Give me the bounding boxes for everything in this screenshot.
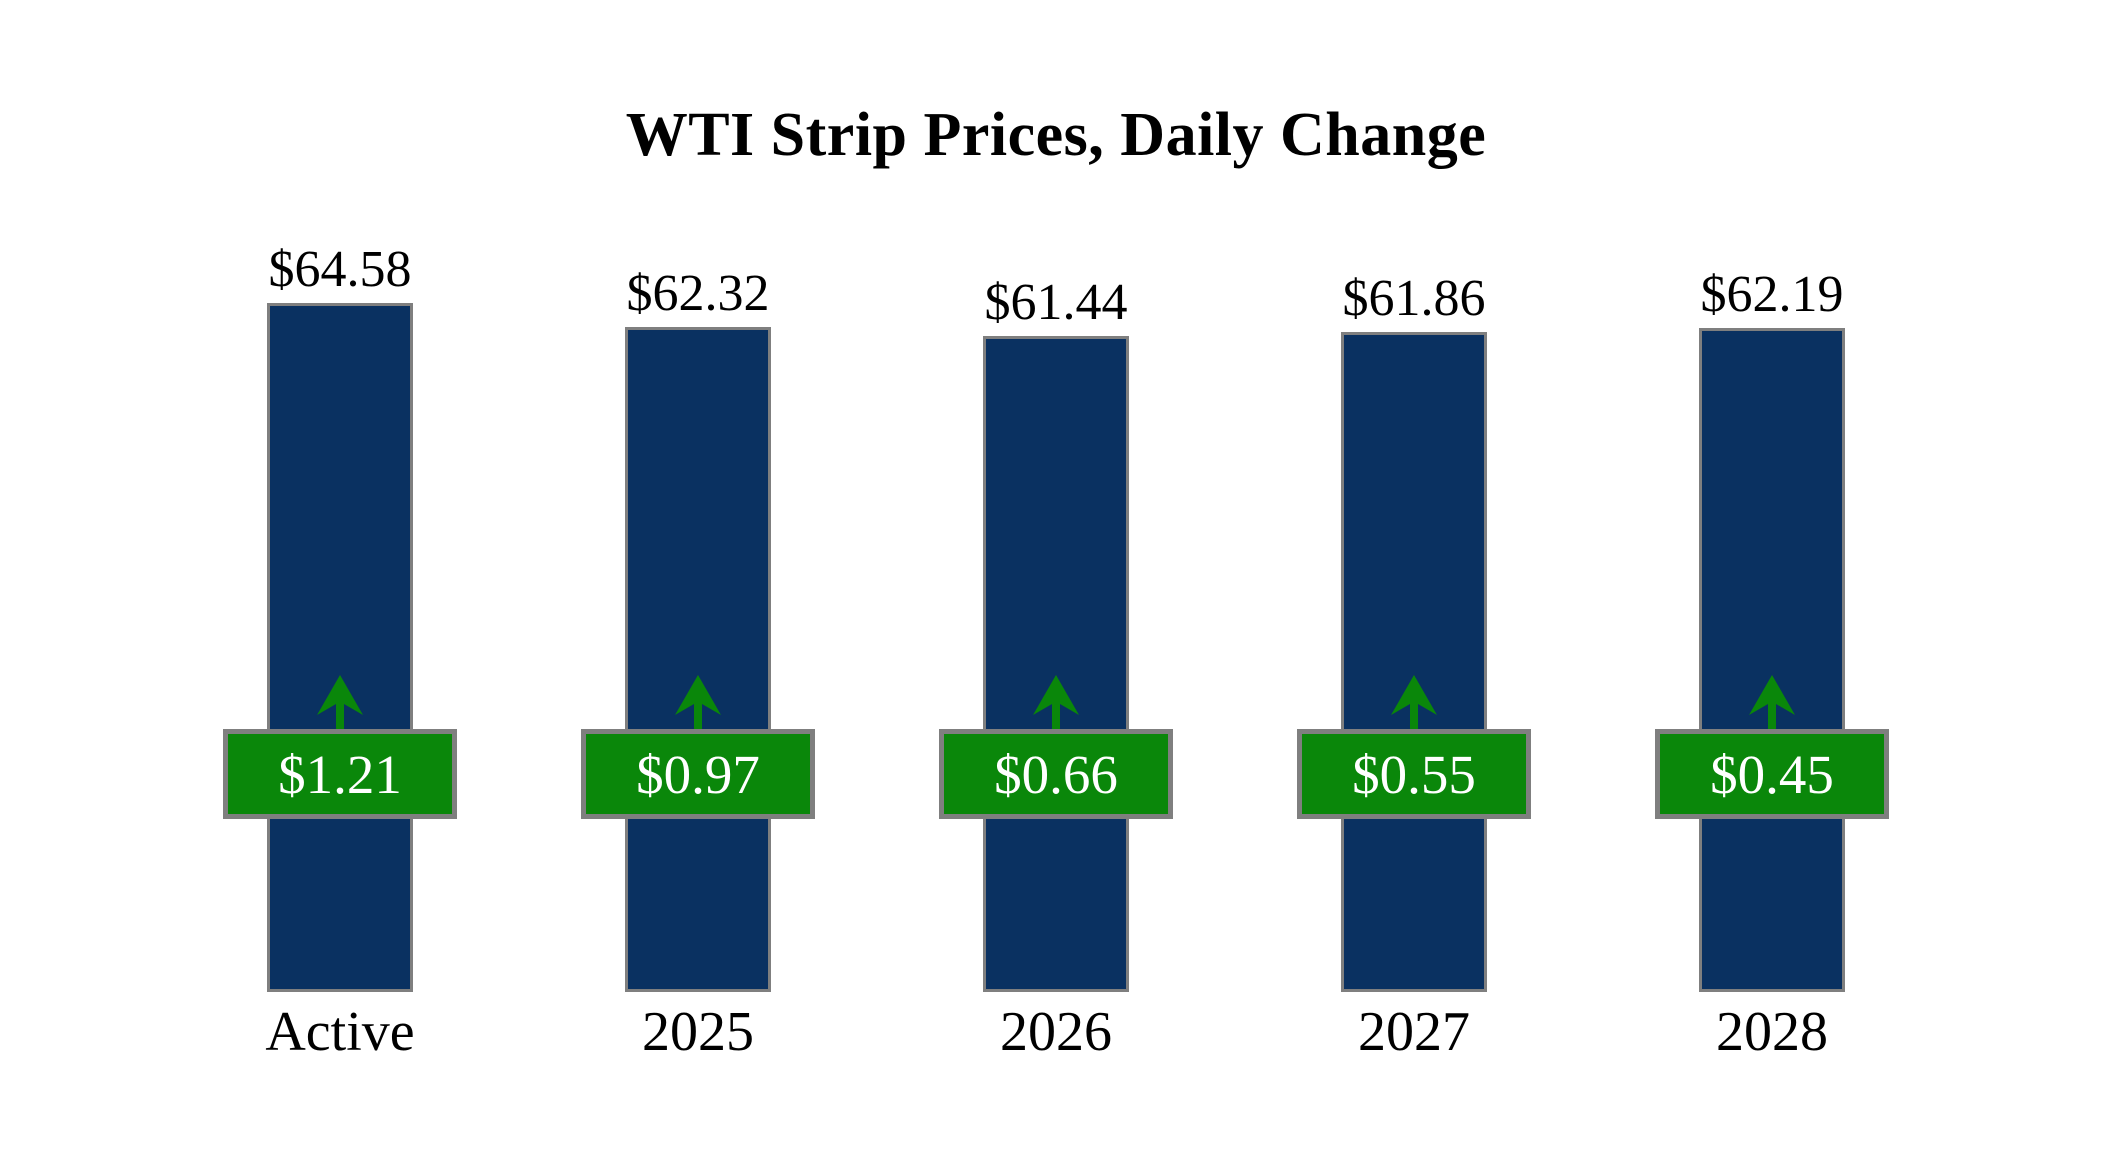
price-bar: [983, 336, 1129, 992]
price-label: $64.58: [268, 241, 412, 298]
change-label: $0.66: [994, 743, 1118, 805]
price-label: $62.19: [1700, 266, 1844, 323]
price-label: $61.86: [1342, 270, 1486, 327]
price-bar: [1699, 328, 1845, 992]
chart-title: WTI Strip Prices, Daily Change: [625, 101, 1487, 169]
price-label: $62.32: [626, 265, 770, 322]
category-label: Active: [265, 1001, 415, 1063]
price-bar: [267, 303, 413, 992]
change-badge: $0.97: [581, 729, 815, 819]
bar-column: $62.32 $0.97 2025: [519, 0, 877, 1152]
bar-column: $62.19 $0.45 2028: [1593, 0, 1951, 1152]
up-arrow-icon: [317, 675, 363, 729]
change-label: $0.45: [1710, 743, 1834, 805]
change-badge: $1.21: [223, 729, 457, 819]
price-label: $61.44: [984, 274, 1128, 331]
category-label: 2028: [1716, 1001, 1828, 1063]
change-label: $0.97: [636, 743, 760, 805]
up-arrow-icon: [675, 675, 721, 729]
bar-column: $61.44 $0.66 2026: [877, 0, 1235, 1152]
up-arrow-icon: [1033, 675, 1079, 729]
price-bar: [625, 327, 771, 992]
price-bar: [1341, 332, 1487, 992]
change-badge: $0.55: [1297, 729, 1531, 819]
up-arrow-icon: [1391, 675, 1437, 729]
bar-column: $61.86 $0.55 2027: [1235, 0, 1593, 1152]
category-label: 2026: [1000, 1001, 1112, 1063]
bar-column: $64.58 $1.21 Active: [161, 0, 519, 1152]
change-badge: $0.45: [1655, 729, 1889, 819]
change-label: $0.55: [1352, 743, 1476, 805]
change-badge: $0.66: [939, 729, 1173, 819]
category-label: 2025: [642, 1001, 754, 1063]
up-arrow-icon: [1749, 675, 1795, 729]
change-label: $1.21: [278, 743, 402, 805]
category-label: 2027: [1358, 1001, 1470, 1063]
